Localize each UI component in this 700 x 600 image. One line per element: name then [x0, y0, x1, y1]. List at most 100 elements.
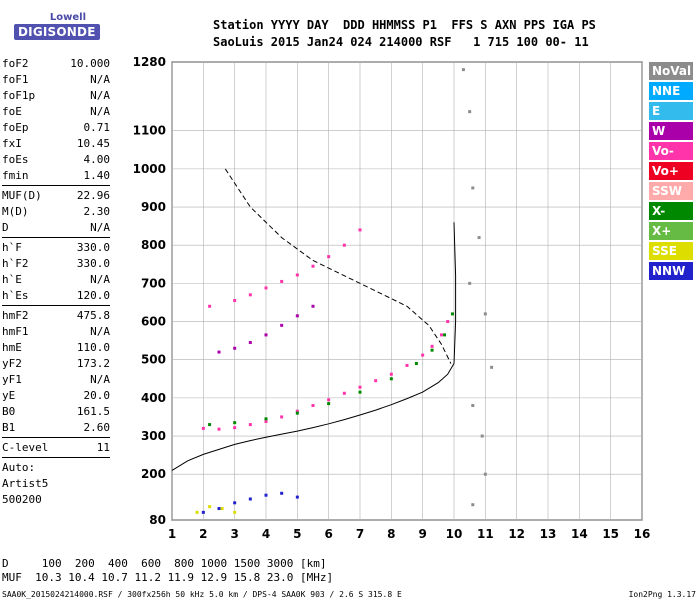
param-divider	[2, 457, 110, 458]
echo-point	[201, 510, 205, 514]
param-row: fmin 1.40	[2, 168, 110, 184]
header-line-1: Station YYYY DAY DDD HHMMSS P1 FFS S AXN…	[213, 18, 596, 32]
echo-point	[233, 426, 237, 430]
y-tick-label: 80	[149, 513, 166, 527]
y-tick-label: 300	[141, 429, 166, 443]
param-name: foE	[2, 105, 22, 118]
echo-point	[233, 346, 237, 350]
echo-point	[327, 402, 331, 406]
param-name: hmF2	[2, 309, 29, 322]
echo-point	[201, 426, 205, 430]
echo-point	[280, 323, 284, 327]
echo-point	[358, 385, 362, 389]
param-row: hmF2 475.8	[2, 308, 110, 324]
echo-point	[264, 333, 268, 337]
header-line-2: SaoLuis 2015 Jan24 024 214000 RSF 1 715 …	[213, 35, 589, 49]
param-value: 0.71	[83, 121, 111, 134]
param-value: 10.000	[70, 57, 110, 70]
echo-point	[311, 404, 315, 407]
param-value: 330.0	[76, 257, 110, 270]
param-row: hmF1 N/A	[2, 324, 110, 340]
echo-point	[295, 495, 299, 499]
reference-dashed-line	[224, 168, 452, 364]
file-info: SAA0K_2015024214000.RSF / 300fx256h 50 k…	[2, 590, 402, 599]
echo-point	[208, 505, 212, 509]
legend-entry-nnw: NNW	[649, 262, 693, 280]
param-name: yF2	[2, 357, 22, 370]
param-row: B1 2.60	[2, 420, 110, 436]
param-name: B0	[2, 405, 16, 418]
echo-point	[280, 491, 284, 495]
legend-entry-w: W	[649, 122, 693, 140]
param-value: N/A	[90, 221, 110, 234]
param-value: 22.96	[76, 189, 110, 202]
echo-point	[430, 344, 434, 348]
param-row: yF2 173.2	[2, 356, 110, 372]
echo-point	[264, 420, 268, 424]
echo-point	[280, 415, 284, 419]
echo-point	[295, 273, 299, 277]
echo-point	[220, 507, 224, 511]
echo-point	[295, 409, 299, 413]
echo-point	[477, 236, 481, 240]
legend-entry-vo-minus: Vo-	[649, 142, 693, 160]
echo-point	[311, 264, 315, 268]
param-value: 173.2	[76, 357, 110, 370]
echo-point	[264, 493, 268, 497]
param-row: D N/A	[2, 220, 110, 236]
y-tick-label: 900	[141, 200, 166, 214]
param-value: N/A	[90, 273, 110, 286]
echo-point	[248, 497, 252, 501]
param-value: N/A	[90, 73, 110, 86]
param-row: C-level 11	[2, 440, 110, 456]
echo-point	[327, 398, 331, 402]
param-name: h`Es	[2, 289, 29, 302]
param-divider	[2, 305, 110, 306]
param-row: foF1 N/A	[2, 72, 110, 88]
param-name: hmF1	[2, 325, 29, 338]
echo-point	[468, 110, 472, 114]
x-tick-label: 7	[356, 527, 364, 541]
param-value: N/A	[90, 373, 110, 386]
echo-point	[471, 186, 475, 190]
param-name: hmE	[2, 341, 22, 354]
x-tick-label: 12	[508, 527, 525, 541]
logo-company: Lowell	[49, 12, 86, 23]
echo-point	[217, 427, 221, 431]
legend-entry-ssw: SSW	[649, 182, 693, 200]
param-name: h`E	[2, 273, 22, 286]
param-name: foF1p	[2, 89, 36, 102]
echo-point	[342, 243, 346, 247]
echo-point	[248, 341, 252, 345]
echo-point	[471, 503, 475, 507]
param-name: fxI	[2, 137, 22, 150]
echo-point	[295, 411, 299, 415]
param-name: foF1	[2, 73, 29, 86]
grid-layer	[171, 61, 643, 521]
param-group-3: h`F 330.0 h`F2 330.0 h`E N/A h`Es 120.0	[2, 240, 110, 304]
echo-point	[389, 372, 393, 376]
echo-point	[421, 353, 425, 357]
echo-point	[195, 510, 199, 514]
echo-point	[483, 312, 487, 316]
x-tick-label: 8	[387, 527, 395, 541]
param-name: foEp	[2, 121, 29, 134]
x-tick-label: 3	[230, 527, 238, 541]
echo-point	[358, 228, 362, 232]
echo-point	[217, 507, 221, 511]
echo-point	[490, 365, 494, 369]
param-name: M(D)	[2, 205, 29, 218]
param-row: hmE 110.0	[2, 340, 110, 356]
echo-point	[264, 286, 268, 290]
x-tick-label: 9	[418, 527, 426, 541]
param-name: C-level	[2, 441, 49, 454]
param-value: 120.0	[76, 289, 110, 302]
param-row: h`E N/A	[2, 272, 110, 288]
echo-point	[461, 68, 465, 72]
x-tick-label: 4	[262, 527, 270, 541]
param-value: 20.0	[83, 389, 111, 402]
data-points-layer	[195, 68, 494, 514]
param-value: 1.40	[83, 169, 111, 182]
param-divider	[2, 437, 110, 438]
